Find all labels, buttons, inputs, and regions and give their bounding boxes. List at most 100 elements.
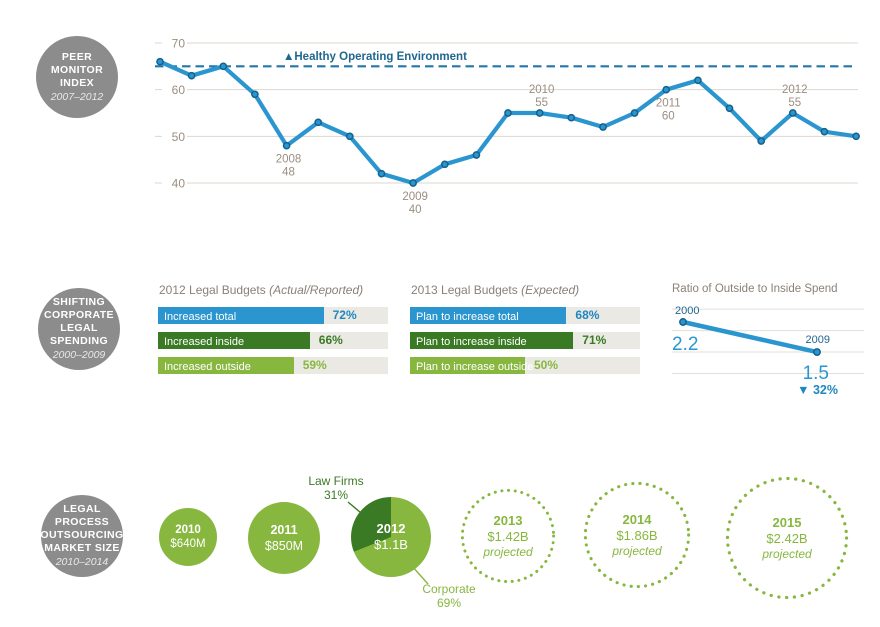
data-point [679,318,687,326]
bar-value: 71% [582,333,607,347]
peer-monitor-badge: PEER MONITOR INDEX 2007–2012 [36,36,118,118]
bar-value: 59% [302,358,327,372]
ratio-value-start: 2.2 [672,334,698,355]
bar-value: 66% [318,333,343,347]
bar-label: Increased inside [164,336,245,348]
ratio-chart-title: Ratio of Outside to Inside Spend [672,283,838,295]
ratio-year-end: 2009 [806,334,830,346]
bar-label: Increased total [164,311,237,323]
budgets-2012-bar-chart: 2012 Legal Budgets (Actual/Reported) Incr… [158,283,390,382]
bubble-2015-year: 2015 [772,514,802,530]
data-point [567,113,576,122]
bar-label: Plan to increase total [416,311,519,323]
bubble-2011: 2011 $850M [248,502,320,574]
data-point [440,160,449,169]
data-point [219,62,228,71]
badge-line: PROCESS [54,516,110,528]
bar-value: 72% [332,308,357,322]
bubble-2015-projected: 2015 $2.42B projected [725,476,849,600]
bar-value: 68% [575,308,600,322]
annotation-value: 40 [409,204,422,216]
ratio-year-start: 2000 [675,305,699,317]
badge-line: CORPORATE [44,309,114,321]
annotation-year: 2011 [656,98,681,110]
bar-value: 50% [534,358,559,372]
data-point [813,348,821,356]
budgets-2013-bar-chart: 2013 Legal Budgets (Expected) Plan to inc… [410,283,642,382]
bar-fill: Plan to increase inside [410,332,574,349]
peer-monitor-line-chart: 40 50 60 70 ▲Healthy Operating Environment 20… [155,35,860,216]
bubble-2010: 2010 $640M [159,508,217,566]
bubble-2011-value: $850M [264,539,304,553]
pie-callout-law-firms: Law Firms 31% [301,474,371,502]
data-point [630,109,639,117]
bar-fill: Plan to increase total [410,307,567,324]
corporate-label: Corporate [422,582,476,596]
data-point [377,169,386,178]
bubble-2015-note: projected [762,546,812,561]
bar-label: Increased outside [164,361,251,373]
legal-spending-badge: SHIFTING CORPORATE LEGAL SPENDING 2000–2009 [38,288,120,370]
bar-label: Plan to increase outside [416,361,534,373]
data-point [694,76,702,85]
y-axis-tick-label: 50 [172,130,186,144]
bar-fill: Increased inside [158,332,310,349]
data-point [757,137,766,145]
data-point [599,123,607,131]
tick-label-bg [162,175,187,191]
bar-fill: Plan to increase outside [410,357,533,374]
bubble-2013-note: projected [483,544,533,559]
bubble-2013-year: 2013 [493,512,523,528]
pie-2012-year: 2012 [376,521,406,536]
bar-row: Plan to increase total 68% [410,307,640,324]
bubble-2010-value: $640M [170,538,206,550]
bar-row: Plan to increase inside 71% [410,332,640,349]
data-point [535,109,544,117]
annotation-year: 2010 [529,84,555,96]
ratio-value-end: 1.5 [803,363,829,384]
healthy-environment-label: ▲Healthy Operating Environment [283,51,467,63]
ratio-change-label: ▼ 32% [797,383,838,397]
bar-chart-title: 2012 Legal Budgets (Actual/Reported) [159,283,390,297]
lpo-market-badge: LEGAL PROCESS OUTSOURCING MARKET SIZE 2010–2… [40,495,124,577]
badge-years: 2000–2009 [52,349,106,361]
law-firms-pct: 31% [323,488,349,502]
dotted-ring [725,476,849,600]
badge-years: 2007–2012 [50,90,104,103]
data-point [788,109,797,117]
pie-2012: 2012 $1.1B [351,497,431,577]
bar-row: Plan to increase outside 50% [410,357,640,374]
bar-chart-title-main: 2012 Legal Budgets [159,283,270,297]
law-firms-label: Law Firms [308,474,364,488]
badge-line: SPENDING [49,335,109,347]
annotation-value: 55 [788,97,801,109]
data-point [187,71,196,80]
tick-label-bg [162,82,187,98]
annotation-year: 2008 [276,154,302,166]
bubble-2014-value: $1.86B [616,527,658,543]
data-point [251,90,259,99]
ratio-line-chart: 2000 2.2 2009 1.5▼ 32% [672,305,864,397]
bar-fill: Increased total [158,307,324,324]
badge-line: MONITOR [50,63,104,76]
bubble-2011-year: 2011 [270,523,298,537]
bubble-2010-year: 2010 [175,524,201,536]
data-point [472,151,481,159]
bubble-2015-value: $2.42B [766,530,808,546]
badge-line: LEGAL [60,322,98,334]
y-axis-tick-label: 70 [172,37,186,51]
data-point [314,118,323,127]
corporate-pct: 69% [436,596,462,610]
bubble-2014-projected: 2014 $1.86B projected [583,481,691,589]
data-point [725,104,734,113]
badge-line: OUTSOURCING [40,529,124,541]
annotation-value: 48 [282,167,295,179]
annotation-value: 55 [535,97,548,109]
bar-chart-title-main: 2013 Legal Budgets [411,283,522,297]
bubble-2013-projected: 2013 $1.42B projected [460,488,556,584]
tick-label-bg [162,35,187,51]
badge-line: LEGAL [63,503,101,515]
bubble-2014-year: 2014 [622,511,652,527]
data-point [156,57,164,66]
